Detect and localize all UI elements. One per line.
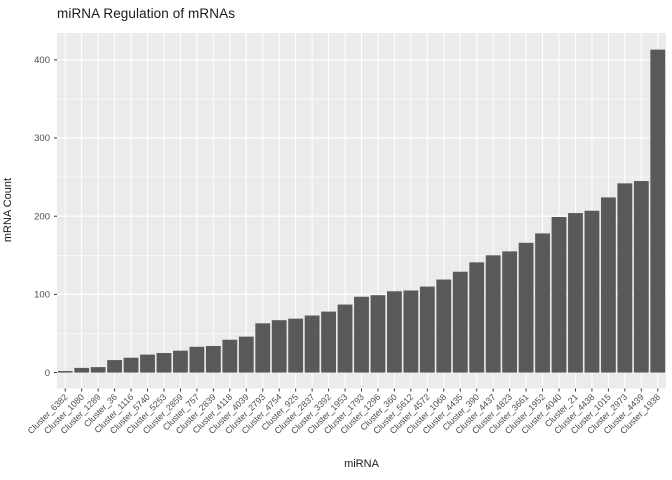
bar: [123, 357, 139, 373]
bar: [304, 315, 320, 373]
y-tick-label: 0: [45, 368, 50, 379]
bar: [436, 279, 452, 373]
bar: [535, 233, 550, 373]
bar: [452, 271, 468, 373]
bar: [419, 286, 435, 373]
bar: [617, 183, 633, 373]
bar: [387, 291, 402, 373]
bar: [633, 181, 649, 373]
bar: [222, 339, 238, 373]
bar: [173, 350, 188, 373]
bar: [502, 251, 518, 373]
bar: [551, 216, 567, 373]
bar: [354, 296, 369, 373]
chart-title: miRNA Regulation of mRNAs: [57, 6, 236, 21]
bar: [584, 210, 600, 373]
bar: [288, 318, 304, 373]
bar: [271, 320, 287, 373]
bar: [189, 346, 205, 373]
bar: [255, 323, 271, 373]
bar: [600, 197, 616, 373]
bar: [156, 353, 172, 373]
bar: [337, 304, 353, 373]
y-tick-label: 200: [34, 211, 50, 222]
y-tick-label: 300: [34, 133, 50, 144]
bar: [140, 354, 155, 373]
bar: [74, 367, 90, 373]
bar: [469, 262, 485, 373]
bar: [107, 360, 123, 373]
bar: [57, 371, 73, 373]
bar: [518, 242, 534, 373]
bar: [650, 49, 666, 373]
bar: [403, 290, 419, 373]
bar: [568, 213, 583, 373]
bar: [485, 255, 501, 373]
bar: [90, 367, 106, 373]
bar: [238, 336, 254, 373]
bar: [370, 295, 386, 373]
y-tick-label: 400: [34, 55, 50, 66]
bar: [205, 346, 221, 373]
x-axis-title: miRNA: [344, 458, 379, 470]
bar: [321, 311, 336, 373]
y-tick-label: 100: [34, 290, 50, 301]
